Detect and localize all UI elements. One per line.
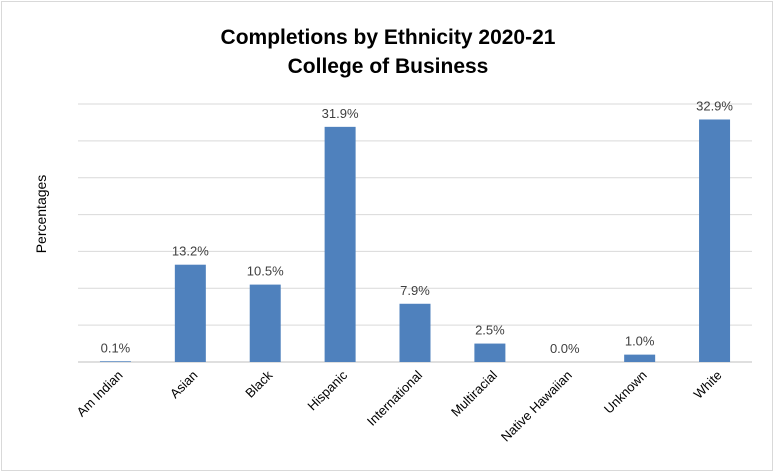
x-tick-label: Multiracial [448,367,500,419]
bar-white [699,119,731,362]
data-label: 32.9% [696,98,733,113]
x-tick-label: International [364,367,425,428]
data-label: 31.9% [322,106,359,121]
bar-multiracial [474,343,506,362]
bar-black [249,284,281,362]
data-label: 1.0% [625,334,655,349]
chart-subtitle: College of Business [288,55,489,78]
x-tick-label: Hispanic [304,367,350,413]
x-tick-label: Am Indian [74,368,126,420]
bar-unknown [624,354,656,362]
chart-title: Completions by Ethnicity 2020-21 [221,26,556,49]
x-tick-label: Asian [167,368,201,402]
data-label: 0.1% [101,340,131,355]
data-label: 13.2% [172,244,209,259]
data-label: 2.5% [475,323,505,338]
data-label: 10.5% [247,264,284,279]
data-label: 7.9% [400,283,430,298]
x-tick-label: White [691,368,725,402]
x-tick-label: Black [242,367,275,400]
data-label: 0.0% [550,341,580,356]
x-tick-label: Unknown [601,368,650,417]
data-labels: 0.1% 13.2% 10.5% 31.9% 7.9% 2.5% 0.0% 1.0% 32.9% [101,98,734,356]
bar-asian [174,264,206,362]
bars [99,119,731,362]
bar-hispanic [324,126,356,362]
y-axis-title: Percentages [33,175,49,254]
x-tick-labels: Am Indian Asian Black Hispanic International… [74,367,725,444]
bar-international [399,303,431,362]
bar-am-indian [99,361,131,362]
x-tick-label: Native Hawaiian [498,368,575,445]
